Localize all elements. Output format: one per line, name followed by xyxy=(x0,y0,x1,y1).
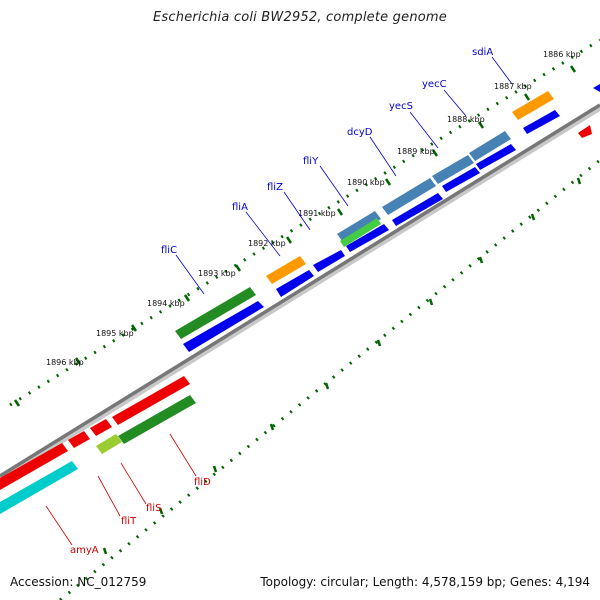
outer-tick-track xyxy=(9,38,600,407)
scale-label: 1896 kbp xyxy=(46,358,84,367)
leader-line xyxy=(409,111,439,149)
minor-tick xyxy=(530,213,536,221)
minor-tick xyxy=(324,382,330,390)
major-tick xyxy=(130,324,138,332)
gene-fliC[interactable] xyxy=(175,287,256,339)
gene-amyA[interactable] xyxy=(0,461,78,514)
minor-tick xyxy=(576,177,582,185)
genome-backbone xyxy=(0,103,600,481)
gene-dcyD[interactable] xyxy=(382,178,436,215)
cds-feature[interactable] xyxy=(476,144,516,170)
gene-label: yecS xyxy=(389,101,413,112)
backbone-line xyxy=(0,103,600,478)
gene-sdiA[interactable] xyxy=(512,91,554,120)
minor-tick xyxy=(269,423,275,431)
cds-feature[interactable] xyxy=(183,301,264,352)
minor-tick xyxy=(158,507,164,515)
cds-feature[interactable] xyxy=(442,167,480,192)
minor-tick xyxy=(428,298,434,306)
major-tick xyxy=(285,236,293,244)
gene-fliA[interactable] xyxy=(266,256,306,284)
plus-strand-genes xyxy=(175,91,554,339)
gene-label: fliC xyxy=(161,245,177,256)
label-leaders xyxy=(45,56,513,546)
minus-strand-genes xyxy=(0,125,592,514)
leader-line xyxy=(175,254,205,295)
cds-feature[interactable] xyxy=(523,110,560,134)
gene-fliD[interactable] xyxy=(118,395,196,444)
gene-label: dcyD xyxy=(347,127,373,138)
leader-line xyxy=(283,191,311,231)
scale-label: 1891 kbp xyxy=(298,209,336,218)
scale-label: 1893 kbp xyxy=(198,269,236,278)
leader-line xyxy=(369,136,397,177)
minor-tick xyxy=(478,256,484,264)
minor-tick xyxy=(102,547,108,555)
scale-label: 1887 kbp xyxy=(494,82,532,91)
gene-yecS[interactable] xyxy=(432,155,474,184)
major-tick xyxy=(523,93,531,101)
major-tick xyxy=(74,357,82,365)
gene-label: yecC xyxy=(422,79,447,90)
minor-tick xyxy=(376,339,382,347)
scale-label: 1890 kbp xyxy=(347,178,385,187)
major-tick xyxy=(431,149,439,157)
major-tick xyxy=(183,294,191,302)
map-title: Escherichia coli BW2952, complete genome xyxy=(153,10,447,25)
gene-label: fliA xyxy=(232,202,248,213)
major-tick xyxy=(234,264,242,272)
gene-feature-red[interactable] xyxy=(68,431,90,448)
gene-label: fliS xyxy=(146,503,161,514)
gene-feature-red[interactable] xyxy=(112,376,190,425)
leader-line xyxy=(169,433,197,477)
inner-tick-track xyxy=(59,158,600,600)
cds-feature[interactable] xyxy=(392,193,443,226)
minor-tick xyxy=(212,465,218,473)
scale-label: 1895 kbp xyxy=(96,329,134,338)
major-tick xyxy=(384,178,392,186)
leader-line xyxy=(491,56,513,85)
gene-feature-red[interactable] xyxy=(90,419,112,436)
cds-track xyxy=(183,84,600,352)
leader-line xyxy=(120,462,147,505)
leader-line xyxy=(45,505,73,546)
gene-fliY[interactable] xyxy=(340,218,381,247)
scale-label: 1894 kbp xyxy=(147,299,185,308)
gene-label: amyA xyxy=(70,545,99,556)
gene-label: fliY xyxy=(303,156,319,167)
cds-feature[interactable] xyxy=(313,250,345,272)
scale-label: 1886 kbp xyxy=(543,50,581,59)
leader-line xyxy=(319,165,349,207)
gene-label: fliZ xyxy=(267,182,283,193)
gene-label: fliT xyxy=(121,516,137,527)
major-tick xyxy=(477,121,485,129)
scale-label: 1889 kbp xyxy=(397,147,435,156)
leader-line xyxy=(245,211,281,257)
leader-line xyxy=(97,475,121,517)
major-tick xyxy=(13,399,21,407)
scale-label: 1888 kbp xyxy=(447,115,485,124)
leader-line xyxy=(443,89,467,117)
gene-label: sdiA xyxy=(472,47,493,58)
cds-feature[interactable] xyxy=(593,84,600,92)
cds-feature[interactable] xyxy=(346,224,389,252)
major-tick xyxy=(336,208,344,216)
tick-track-inner xyxy=(59,158,600,600)
gene-feature-red[interactable] xyxy=(578,125,592,138)
scale-label: 1892 kbp xyxy=(248,239,286,248)
gene-label: fliD xyxy=(194,477,211,488)
cds-feature[interactable] xyxy=(276,270,314,297)
gene-feature-red[interactable] xyxy=(0,443,68,490)
gene-yecC[interactable] xyxy=(469,131,511,161)
gene-fliS[interactable] xyxy=(96,434,122,454)
gene-fliZ[interactable] xyxy=(337,211,381,242)
major-tick xyxy=(569,65,577,73)
topology-info: Topology: circular; Length: 4,578,159 bp… xyxy=(260,575,590,589)
accession-text: Accession: NC_012759 xyxy=(10,575,147,589)
